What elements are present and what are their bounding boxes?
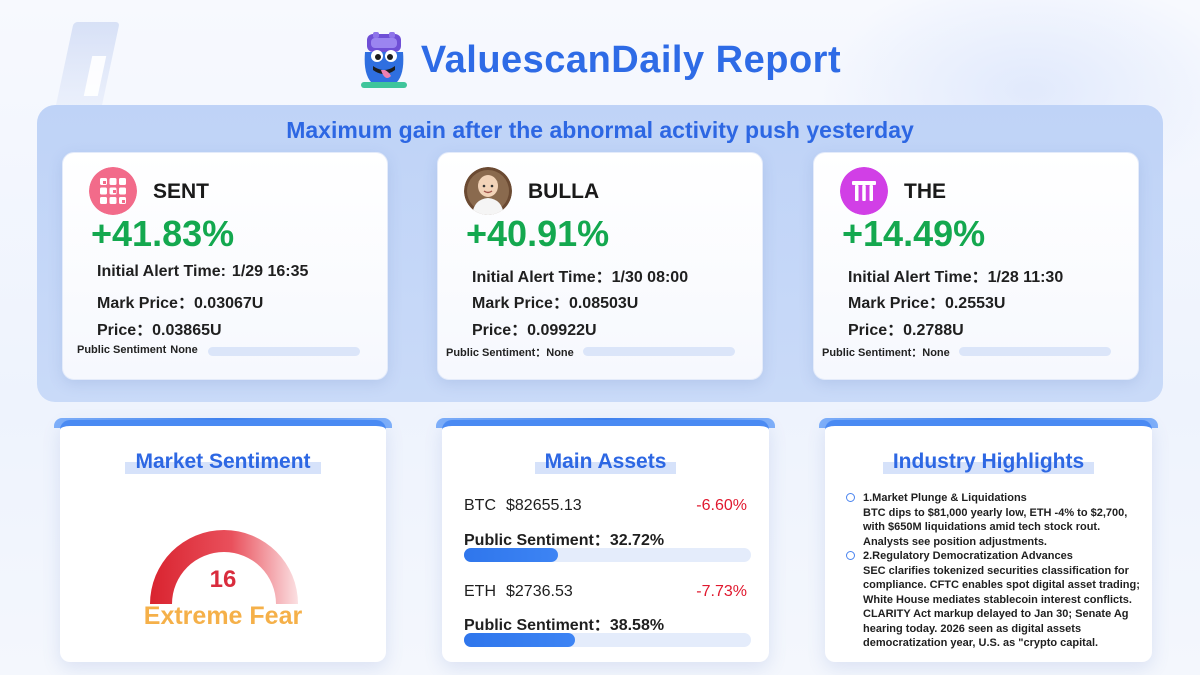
bullet-icon [846, 551, 855, 560]
public-sentiment-label: Public Sentiment： [822, 347, 923, 359]
main-assets-title: Main Assets [534, 450, 677, 474]
mark-price-label: Mark Price： [472, 295, 569, 312]
bullet-icon [846, 493, 855, 502]
alert-time-row: Initial Alert Time: 1/29 16:35 [97, 263, 308, 281]
highlight-item: 1.Market Plunge & Liquidations BTC dips … [846, 491, 1142, 549]
asset-sentiment-bar-fill [464, 548, 558, 562]
asset-sentiment-value: 38.58% [609, 617, 665, 634]
asset-row-eth[interactable]: ETH $2736.53 -7.73% [464, 583, 747, 601]
report-header: ValuescanDaily Report [0, 30, 1200, 90]
mark-price-row: Mark Price：0.03067U [97, 289, 263, 313]
bulla-avatar-icon [464, 167, 512, 215]
asset-symbol: ETH [464, 583, 496, 600]
report-title: ValuescanDaily Report [420, 38, 842, 81]
public-sentiment-row: Public Sentiment None [77, 344, 198, 356]
industry-highlights-card: Industry Highlights 1.Market Plunge & Li… [819, 418, 1158, 662]
main-assets-card: Main Assets BTC $82655.13 -6.60% Public S… [436, 418, 775, 662]
mark-price-value: 0.2553U [944, 295, 1006, 312]
mark-price-value: 0.08503U [568, 295, 639, 312]
public-sentiment-label: Public Sentiment [77, 344, 167, 356]
highlight-line: CLARITY Act markup delayed to Jan 30; Se… [863, 608, 1129, 620]
alert-time-label: Initial Alert Time: [97, 263, 226, 280]
price-value: 0.09922U [527, 322, 597, 339]
sent-logo-icon [89, 167, 137, 215]
public-sentiment-row: Public Sentiment：None [446, 344, 574, 360]
industry-highlights-title: Industry Highlights [882, 450, 1095, 474]
alert-time-value: 1/28 11:30 [987, 269, 1064, 286]
highlight-item: 2.Regulatory Democratization Advances SE… [846, 549, 1142, 651]
asset-sentiment-value: 32.72% [609, 532, 665, 549]
asset-sentiment-bar [464, 633, 751, 647]
asset-sentiment-label: Public Sentiment： [464, 617, 610, 634]
asset-sentiment-label: Public Sentiment： [464, 532, 610, 549]
token-name: THE [904, 180, 946, 203]
mark-price-label: Mark Price： [848, 295, 945, 312]
token-gain: +41.83% [91, 213, 235, 254]
sentiment-score: 16 [209, 566, 237, 593]
the-logo-icon [840, 167, 888, 215]
asset-price: $2736.53 [506, 583, 573, 600]
token-name: SENT [153, 180, 210, 203]
public-sentiment-bar [959, 347, 1111, 356]
price-label: Price： [472, 322, 528, 339]
highlight-heading: 2.Regulatory Democratization Advances [863, 550, 1073, 562]
price-row: Price：0.09922U [472, 316, 597, 340]
top-gainers-panel: Maximum gain after the abnormal activity… [37, 105, 1163, 402]
highlight-line: democratization year, U.S. as "crypto ca… [863, 637, 1099, 649]
asset-sentiment-row: Public Sentiment：38.58% [464, 611, 664, 635]
mascot-logo-icon [360, 32, 407, 88]
fear-greed-gauge [150, 530, 298, 604]
price-row: Price：0.2788U [848, 316, 964, 340]
alert-time-value: 1/29 16:35 [231, 263, 309, 280]
market-sentiment-title: Market Sentiment [125, 450, 321, 474]
asset-sentiment-row: Public Sentiment：32.72% [464, 526, 664, 550]
alert-time-label: Initial Alert Time： [472, 269, 612, 286]
highlight-line: Analysts see position adjustments. [863, 535, 1047, 548]
gauge-arc [150, 530, 298, 604]
sentiment-label: Extreme Fear [143, 602, 303, 630]
price-label: Price： [848, 322, 904, 339]
public-sentiment-value: None [170, 344, 198, 356]
price-row: Price：0.03865U [97, 316, 222, 340]
alert-time-row: Initial Alert Time：1/30 08:00 [472, 263, 688, 287]
mark-price-row: Mark Price：0.2553U [848, 289, 1005, 313]
top-panel-heading: Maximum gain after the abnormal activity… [286, 117, 914, 143]
public-sentiment-label: Public Sentiment： [446, 347, 547, 359]
public-sentiment-bar [208, 347, 360, 356]
token-card-the[interactable]: THE +14.49% Initial Alert Time：1/28 11:3… [813, 152, 1139, 380]
mark-price-row: Mark Price：0.08503U [472, 289, 638, 313]
public-sentiment-value: None [922, 347, 950, 359]
mark-price-value: 0.03067U [193, 295, 264, 312]
highlight-line: BTC dips to $81,000 yearly low, ETH -4% … [863, 506, 1128, 519]
asset-sentiment-bar [464, 548, 751, 562]
token-gain: +40.91% [466, 213, 610, 254]
price-value: 0.03865U [152, 322, 222, 339]
highlight-line: SEC clarifies tokenized securities class… [863, 564, 1129, 577]
highlight-line: hearing today. 2026 seen as digital asse… [863, 622, 1082, 635]
token-gain: +14.49% [842, 213, 986, 254]
public-sentiment-bar [583, 347, 735, 356]
highlight-line: with $650M liquidations amid tech stock … [863, 521, 1101, 533]
alert-time-value: 1/30 08:00 [611, 269, 689, 286]
asset-change: -6.60% [696, 497, 747, 514]
market-sentiment-card: Market Sentiment 16 Extreme Fear [54, 418, 392, 662]
price-value: 0.2788U [903, 322, 964, 339]
public-sentiment-row: Public Sentiment：None [822, 344, 950, 360]
asset-row-btc[interactable]: BTC $82655.13 -6.60% [464, 497, 747, 515]
highlight-line: White House mediates stablecoin interest… [863, 593, 1132, 606]
alert-time-row: Initial Alert Time：1/28 11:30 [848, 263, 1063, 287]
token-card-sent[interactable]: SENT +41.83% Initial Alert Time: 1/29 16:… [62, 152, 388, 380]
asset-sentiment-bar-fill [464, 633, 575, 647]
asset-change: -7.73% [696, 583, 747, 600]
mark-price-label: Mark Price： [97, 295, 194, 312]
asset-price: $82655.13 [506, 497, 582, 514]
public-sentiment-value: None [546, 347, 574, 359]
asset-symbol: BTC [464, 497, 496, 514]
token-card-bulla[interactable]: BULLA +40.91% Initial Alert Time：1/30 08… [437, 152, 763, 380]
highlight-heading: 1.Market Plunge & Liquidations [863, 492, 1027, 504]
token-name: BULLA [528, 180, 600, 203]
highlight-line: compliance. CFTC enables spot digital as… [863, 579, 1140, 591]
alert-time-label: Initial Alert Time： [848, 269, 988, 286]
price-label: Price： [97, 322, 153, 339]
